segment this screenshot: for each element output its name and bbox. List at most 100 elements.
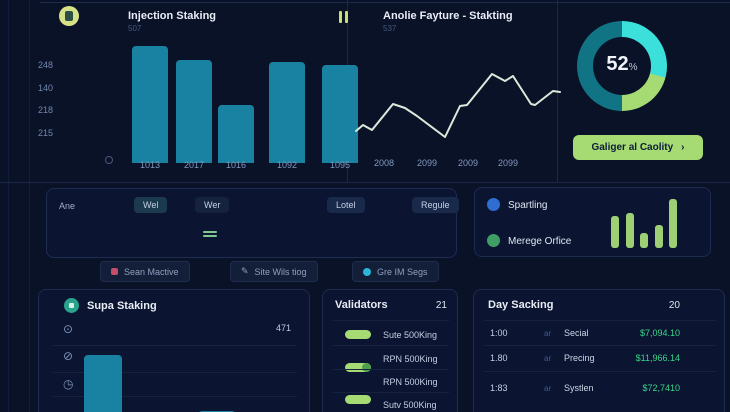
sportling-icon <box>487 198 500 211</box>
capacity-button-label: Galiger al Caolity <box>591 142 674 153</box>
bar <box>176 59 212 163</box>
staking-bar-chart <box>126 40 359 163</box>
row-tag: ar <box>544 329 552 338</box>
capacity-button[interactable]: Galiger al Caolity › <box>573 135 703 160</box>
merge-office-icon <box>487 234 500 247</box>
donut-percent: 52 <box>606 53 629 75</box>
supa-staking-title: Supa Staking <box>87 300 157 312</box>
pause-icon[interactable] <box>339 11 348 23</box>
pink-square-icon <box>111 268 118 275</box>
x-tick: 1016 <box>225 160 247 170</box>
edge-line <box>29 0 30 412</box>
validator-label: RPN 500King <box>383 377 438 387</box>
separator <box>484 371 716 372</box>
row-value: $11,966.14 <box>635 353 680 363</box>
edge-line <box>8 0 9 412</box>
sportling-panel: Spartling Merege Orfice <box>474 187 711 257</box>
top-divider <box>40 2 730 3</box>
merge-office-label[interactable]: Merege Orfice <box>508 236 572 247</box>
row-label: Systlen <box>564 383 594 393</box>
staking-panel-subtitle: 507 <box>128 24 142 33</box>
separator <box>333 392 449 393</box>
coin-glyph <box>65 11 73 21</box>
mini-bar-chart <box>611 198 677 248</box>
mini-bar <box>640 233 648 248</box>
row-label: Secial <box>564 328 589 338</box>
mini-bar <box>654 225 663 248</box>
y-tick: 215 <box>38 128 54 138</box>
chip-sean-mactive[interactable]: Sean Mactive <box>100 261 190 282</box>
cyan-dot-icon <box>363 267 371 276</box>
clock-icon: ◷ <box>63 377 74 391</box>
gridline <box>53 372 297 373</box>
chip-label: Sean Mactive <box>124 266 179 277</box>
donut-chart: 52% <box>577 21 667 111</box>
row-time: 1.80 <box>490 353 508 363</box>
row-value: $7,094.10 <box>639 328 680 338</box>
x-tick: 2099 <box>416 158 438 168</box>
gridline <box>53 396 297 397</box>
axis-origin-dot <box>105 156 113 164</box>
row-time: 1:83 <box>490 383 508 393</box>
x-tick: 2099 <box>497 158 519 168</box>
chip-gre-im[interactable]: Gre IM Segs <box>352 261 439 282</box>
y-tick: 140 <box>38 83 54 93</box>
percent-sign: % <box>628 62 638 73</box>
bar <box>132 46 168 163</box>
mini-bar <box>669 199 677 248</box>
validator-toggle[interactable] <box>345 395 371 404</box>
day-sacking-title: Day Sacking <box>488 299 554 311</box>
x-tick: 2008 <box>373 158 395 168</box>
validator-toggle[interactable] <box>345 363 371 372</box>
chip-label: Gre IM Segs <box>377 266 428 277</box>
pencil-icon: ✎ <box>241 266 249 277</box>
drag-handle-icon[interactable] <box>203 231 217 237</box>
staking-panel-title: Injection Staking <box>128 10 217 22</box>
supa-bar-chart <box>81 346 293 412</box>
line-chart <box>352 58 562 154</box>
filter-pill-regule[interactable]: Regule <box>412 197 459 213</box>
row-value: $72,7410 <box>642 383 680 393</box>
filter-pill-wel[interactable]: Wel <box>134 197 168 213</box>
sportling-label[interactable]: Spartling <box>508 200 548 211</box>
donut-center: 52% <box>593 37 651 95</box>
filter-pill-lotel[interactable]: Lotel <box>327 197 365 213</box>
separator <box>333 345 449 346</box>
row-tag: ar <box>544 354 552 363</box>
separator <box>484 345 716 346</box>
bar <box>322 64 358 163</box>
x-tick: 1095 <box>329 160 351 170</box>
y-tick: 218 <box>38 105 54 115</box>
validators-panel: Validators 21 Sute 500King RPN 500King R… <box>322 289 458 412</box>
chip-label: Site Wils tiog <box>254 266 307 277</box>
supa-stat-value: 471 <box>275 323 291 333</box>
filters-panel: Ane Wel Wer Lotel Regule <box>46 188 459 258</box>
day-sacking-panel: Day Sacking 20 1:00 ar Secial $7,094.10 … <box>473 289 725 412</box>
validator-label: RPN 500King <box>383 354 438 364</box>
x-tick: 2017 <box>183 160 205 170</box>
mini-bar <box>625 213 634 248</box>
line-panel-title: Anolie Fayture - Stakting <box>383 10 513 22</box>
filter-label: Ane <box>59 201 76 211</box>
bar <box>218 105 254 163</box>
validator-toggle[interactable] <box>345 330 371 339</box>
chevron-right-icon: › <box>681 142 685 153</box>
day-sacking-count: 20 <box>668 300 680 311</box>
validator-label: Sute 500King <box>383 330 438 340</box>
separator <box>333 320 449 321</box>
separator <box>333 369 449 370</box>
gridline <box>53 345 297 346</box>
section-divider <box>0 182 730 183</box>
validators-title: Validators <box>335 299 388 311</box>
row-tag: ar <box>544 384 552 393</box>
filter-pill-wer[interactable]: Wer <box>195 197 230 213</box>
validator-label: Sutv 500King <box>383 400 437 410</box>
line-panel-subtitle: 537 <box>383 24 397 33</box>
bar <box>269 62 305 163</box>
x-tick: 1013 <box>139 160 161 170</box>
target-icon: ⊙ <box>63 322 74 336</box>
x-tick: 1092 <box>276 160 298 170</box>
chip-site-wils[interactable]: ✎ Site Wils tiog <box>230 261 318 282</box>
row-time: 1:00 <box>490 328 508 338</box>
